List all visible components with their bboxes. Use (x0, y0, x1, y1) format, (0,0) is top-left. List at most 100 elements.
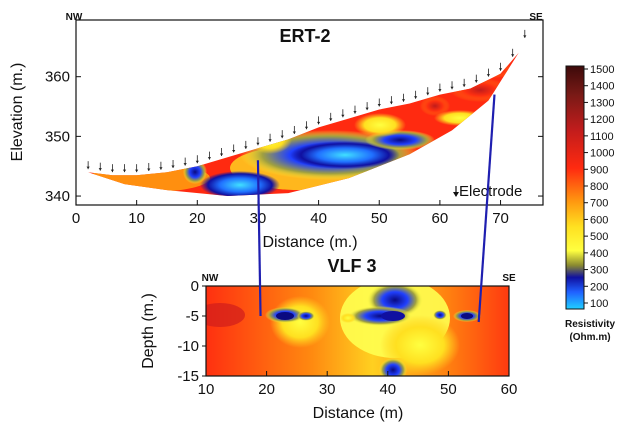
colorbar-ticks: 1500 1400 1300 1200 1100 1000 900 800 700 600 500 4… (584, 64, 614, 310)
ert-y-tick-label: 350 (45, 128, 70, 145)
correlation-line (256, 160, 262, 317)
ert-x-tick-label: 50 (371, 210, 388, 227)
electrode-marker (414, 90, 418, 99)
vlf-x-tick-label: 10 (198, 381, 215, 398)
electrode-marker (171, 159, 175, 168)
electrode-marker (511, 48, 515, 57)
electrode-marker (329, 112, 333, 121)
electrode-marker (426, 87, 430, 96)
electrode-legend-text: Electrode (459, 183, 522, 200)
vlf-y-ticks: 0 -5 -10 -15 (177, 278, 206, 385)
electrode-marker (474, 74, 478, 83)
colorbar-tick-label: 100 (590, 298, 608, 310)
colorbar-tick-label: 1500 (590, 64, 614, 76)
vlf-y-tick-label: -5 (186, 308, 199, 325)
vlf-frame (205, 285, 510, 377)
vlf-panel: VLF 3 NW SE 10 20 30 40 50 60 0 -5 -10 -15 Dista… (140, 256, 517, 422)
ert-y-axis-label: Elevation (m.) (9, 63, 26, 162)
colorbar-tick-label: 200 (590, 281, 608, 293)
electrode-marker (280, 130, 284, 139)
electrode-marker (122, 164, 127, 173)
electrode-marker (353, 105, 357, 114)
colorbar-tick-label: 1200 (590, 114, 614, 126)
vlf-y-axis-label: Depth (m.) (140, 293, 157, 369)
electrode-marker (268, 133, 272, 142)
electrode-marker (183, 157, 187, 166)
ert-x-ticks: 010203040506070 (72, 200, 509, 227)
ert-x-tick-label: 10 (128, 210, 145, 227)
electrode-marker (98, 162, 102, 171)
electrode-marker (256, 137, 260, 146)
colorbar-label-line2: (Ohm.m) (569, 332, 610, 343)
colorbar-tick-label: 1100 (590, 131, 614, 143)
electrode-marker (486, 68, 491, 77)
colorbar-tick-label: 500 (590, 231, 608, 243)
colorbar-tick-label: 800 (590, 181, 608, 193)
ert-title: ERT-2 (279, 26, 330, 46)
ert-frame (75, 19, 544, 206)
electrode-marker (316, 116, 321, 125)
electrode-marker (86, 161, 90, 170)
vlf-y-tick-label: -15 (177, 368, 199, 385)
electrode-marker (159, 161, 163, 170)
ert-x-tick-label: 20 (189, 210, 206, 227)
vlf-y-tick-label: 0 (191, 278, 199, 295)
vlf-x-tick-label: 50 (440, 381, 457, 398)
electrode-marker (304, 121, 309, 130)
electrode-marker (219, 148, 224, 157)
vlf-se-label: SE (502, 273, 516, 284)
electrode-marker (462, 78, 466, 87)
ert-se-label: SE (529, 12, 543, 23)
colorbar-label-line1: Resistivity (565, 319, 615, 330)
ert-x-tick-label: 60 (432, 210, 449, 227)
correlation-line (477, 94, 496, 323)
colorbar-tick-label: 600 (590, 214, 608, 226)
vlf-y-tick-label: -10 (177, 338, 199, 355)
ert-y-tick-label: 340 (45, 188, 70, 205)
vlf-title: VLF 3 (327, 256, 376, 276)
electrode-marker (232, 144, 236, 153)
colorbar-tick-label: 900 (590, 164, 608, 176)
electrode-marker (438, 83, 442, 92)
electrode-marker (498, 62, 503, 71)
ert-x-tick-label: 70 (492, 210, 509, 227)
electrode-marker (377, 98, 381, 107)
electrode-marker (401, 93, 406, 102)
electrode-marker (207, 151, 212, 160)
vlf-x-tick-label: 20 (258, 381, 275, 398)
ert-y-tick-label: 360 (45, 69, 70, 86)
electrode-legend-arrowhead-icon (453, 192, 459, 197)
electrode-marker (450, 81, 454, 90)
correlation-lines (256, 94, 496, 323)
colorbar-gradient (565, 65, 585, 310)
vlf-x-axis-label: Distance (m) (313, 405, 404, 422)
vlf-x-tick-label: 60 (501, 381, 518, 398)
colorbar: 1500 1400 1300 1200 1100 1000 900 800 700 600 500 4… (565, 64, 615, 343)
ert-x-tick-label: 0 (72, 210, 80, 227)
ert-y-ticks: 340 350 360 (45, 69, 543, 205)
vlf-x-tick-label: 30 (319, 381, 336, 398)
vlf-x-ticks: 10 20 30 40 50 60 (198, 371, 518, 398)
ert-electrodes (86, 29, 527, 173)
electrode-marker (110, 164, 114, 173)
electrode-marker (292, 125, 296, 134)
electrode-marker (341, 109, 345, 118)
electrode-marker (244, 140, 248, 149)
electrode-legend: Electrode (453, 183, 522, 200)
electrode-marker (365, 102, 369, 111)
colorbar-tick-label: 700 (590, 198, 608, 210)
vlf-section (206, 286, 509, 376)
vlf-nw-label: NW (202, 273, 219, 284)
electrode-marker (135, 164, 139, 173)
colorbar-tick-label: 1400 (590, 81, 614, 93)
electrode-marker (195, 155, 199, 164)
colorbar-tick-label: 300 (590, 265, 608, 277)
ert-nw-label: NW (66, 12, 83, 23)
electrode-marker (147, 162, 151, 171)
electrode-marker (389, 96, 393, 105)
ert-x-tick-label: 40 (310, 210, 327, 227)
vlf-x-tick-label: 40 (379, 381, 396, 398)
colorbar-tick-label: 1300 (590, 97, 614, 109)
colorbar-tick-label: 1000 (590, 148, 614, 160)
